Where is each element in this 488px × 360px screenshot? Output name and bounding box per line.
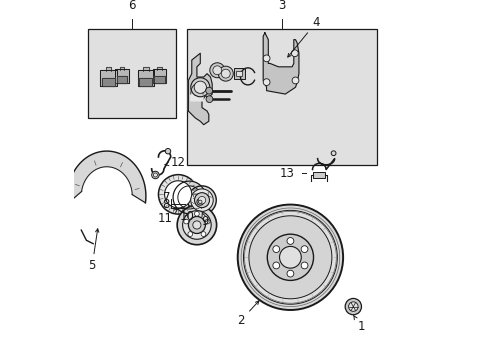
Polygon shape xyxy=(157,67,162,70)
Circle shape xyxy=(194,211,199,216)
Bar xyxy=(186,30,376,166)
Circle shape xyxy=(205,87,212,94)
Circle shape xyxy=(201,232,205,237)
Polygon shape xyxy=(154,76,164,83)
Text: 1: 1 xyxy=(353,315,364,333)
Circle shape xyxy=(187,232,192,237)
Circle shape xyxy=(177,205,216,245)
Circle shape xyxy=(190,78,209,97)
Text: 10: 10 xyxy=(179,210,194,223)
Circle shape xyxy=(151,171,159,179)
Circle shape xyxy=(348,302,357,311)
Polygon shape xyxy=(120,67,124,70)
Circle shape xyxy=(209,63,224,78)
Polygon shape xyxy=(139,78,152,86)
Circle shape xyxy=(237,204,343,310)
Circle shape xyxy=(164,181,191,208)
Circle shape xyxy=(194,81,206,93)
Polygon shape xyxy=(67,151,145,203)
Polygon shape xyxy=(143,67,148,71)
Circle shape xyxy=(286,238,293,244)
Text: 5: 5 xyxy=(88,229,99,272)
Polygon shape xyxy=(137,70,154,86)
Circle shape xyxy=(286,270,293,277)
Polygon shape xyxy=(188,53,212,125)
Circle shape xyxy=(272,246,279,252)
Circle shape xyxy=(197,198,203,205)
Circle shape xyxy=(212,66,221,75)
Circle shape xyxy=(190,189,213,211)
Polygon shape xyxy=(102,78,115,86)
Circle shape xyxy=(198,200,202,203)
Circle shape xyxy=(263,79,269,86)
Bar xyxy=(88,30,176,118)
Text: 2: 2 xyxy=(237,301,258,327)
Circle shape xyxy=(218,66,233,81)
Polygon shape xyxy=(190,84,203,101)
Circle shape xyxy=(272,262,279,269)
Circle shape xyxy=(153,173,157,177)
Circle shape xyxy=(192,221,201,229)
Circle shape xyxy=(198,197,205,204)
Circle shape xyxy=(291,50,298,57)
Polygon shape xyxy=(173,181,203,214)
Polygon shape xyxy=(152,69,166,83)
Circle shape xyxy=(263,55,269,62)
Bar xyxy=(236,71,241,76)
Polygon shape xyxy=(100,70,117,86)
Text: 13: 13 xyxy=(280,167,294,180)
Circle shape xyxy=(301,262,307,269)
Circle shape xyxy=(205,96,212,103)
Bar xyxy=(233,68,244,79)
Circle shape xyxy=(183,219,188,224)
Circle shape xyxy=(221,69,230,78)
Circle shape xyxy=(301,246,307,252)
Text: 4: 4 xyxy=(287,16,319,57)
Circle shape xyxy=(279,246,301,268)
Circle shape xyxy=(243,210,337,304)
Circle shape xyxy=(182,211,211,239)
Circle shape xyxy=(291,77,298,84)
Polygon shape xyxy=(105,67,111,71)
Circle shape xyxy=(248,216,331,299)
Bar xyxy=(312,172,325,179)
Polygon shape xyxy=(115,69,128,83)
Circle shape xyxy=(330,151,335,156)
Circle shape xyxy=(345,298,361,315)
Circle shape xyxy=(187,186,216,215)
Polygon shape xyxy=(117,76,127,83)
Circle shape xyxy=(188,216,205,234)
Text: 9: 9 xyxy=(201,212,209,228)
Circle shape xyxy=(205,219,209,224)
Circle shape xyxy=(158,175,198,214)
Circle shape xyxy=(194,193,209,208)
Circle shape xyxy=(165,148,170,154)
Text: 12: 12 xyxy=(164,156,185,168)
Circle shape xyxy=(267,234,313,280)
Text: 11: 11 xyxy=(158,209,178,225)
Text: 3: 3 xyxy=(278,0,285,13)
Polygon shape xyxy=(263,33,298,94)
Text: 6: 6 xyxy=(128,0,136,13)
Text: 7: 7 xyxy=(162,191,170,204)
Text: 8: 8 xyxy=(163,198,170,211)
